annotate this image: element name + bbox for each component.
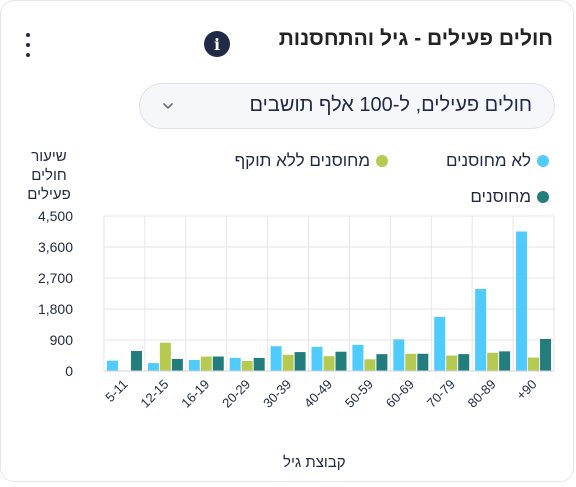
y-tick-label: 4,500 (38, 208, 73, 224)
bar-20-29-s1 (241, 361, 253, 371)
x-tick-label: 12-15 (137, 377, 171, 411)
bar-50-59-s0 (352, 344, 364, 371)
legend-swatch (376, 155, 388, 167)
x-tick-label: 40-49 (301, 377, 335, 411)
legend-item-vaccinated[interactable]: מחוסנים (470, 187, 549, 207)
x-axis-title: קבוצת גיל (283, 454, 346, 471)
legend-label: מחוסנים (470, 187, 531, 206)
bar-16-19-s1 (200, 356, 212, 371)
y-tick-label: 1,800 (38, 301, 73, 317)
legend-label: לא מחוסנים (445, 151, 531, 170)
bar-40-49-s0 (311, 346, 323, 371)
x-tick-label: 80-89 (465, 377, 499, 411)
bar-90+-s2 (540, 338, 552, 371)
info-icon[interactable]: i (204, 31, 230, 57)
y-tick-label: 0 (65, 363, 73, 379)
x-tick-label: 5-11 (102, 377, 130, 405)
x-tick-label: 70-79 (424, 377, 458, 411)
bar-80-89-s1 (487, 352, 499, 371)
legend-swatch (537, 155, 549, 167)
y-tick-label: 3,600 (38, 239, 73, 255)
bar-70-79-s0 (434, 316, 446, 371)
bar-60-69-s0 (393, 339, 405, 371)
y-tick-label: 900 (50, 332, 74, 348)
bar-90+-s1 (528, 357, 540, 371)
bar-12-15-s1 (159, 342, 171, 371)
bar-12-15-s0 (147, 363, 159, 371)
bar-70-79-s2 (458, 354, 470, 371)
bar-5-11-s2 (130, 351, 142, 371)
bar-30-39-s0 (270, 346, 282, 371)
legend-item-unvaccinated[interactable]: לא מחוסנים (446, 151, 549, 171)
x-tick-label: 16-19 (178, 377, 212, 411)
legend-swatch (537, 191, 549, 203)
bar-70-79-s1 (446, 355, 458, 371)
chevron-down-icon (163, 103, 173, 109)
bar-60-69-s2 (417, 353, 429, 371)
bar-20-29-s0 (229, 357, 241, 371)
bar-50-59-s1 (364, 359, 376, 371)
bar-5-11-s0 (106, 360, 118, 371)
bar-40-49-s1 (323, 356, 335, 371)
bar-12-15-s2 (171, 358, 183, 371)
x-tick-label: 20-29 (219, 377, 253, 411)
x-tick-label: 60-69 (383, 377, 417, 411)
bar-30-39-s1 (282, 354, 294, 371)
y-axis-title: שיעור חולים פעילים (27, 148, 71, 203)
bar-60-69-s1 (405, 353, 417, 371)
bar-40-49-s2 (335, 351, 347, 371)
bar-16-19-s0 (188, 359, 200, 371)
bar-50-59-s2 (376, 354, 388, 371)
legend-item-expired[interactable]: מחוסנים ללא תוקף (235, 151, 388, 171)
bar-90+-s0 (516, 231, 528, 371)
y-tick-label: 2,700 (38, 270, 73, 286)
x-tick-label: 50-59 (342, 377, 376, 411)
bar-80-89-s0 (475, 289, 487, 371)
bar-30-39-s2 (294, 352, 306, 371)
legend-label: מחוסנים ללא תוקף (234, 151, 370, 170)
bar-20-29-s2 (253, 357, 265, 371)
bar-80-89-s2 (499, 351, 511, 371)
x-tick-label: +90 (513, 377, 539, 403)
kebab-menu-icon[interactable] (19, 33, 37, 57)
x-tick-label: 30-39 (260, 377, 294, 411)
dropdown-selected-value: חולים פעילים, ל-100 אלף תושבים (249, 94, 532, 116)
card-title: חולים פעילים - גיל והתחסנות (278, 27, 553, 50)
bar-16-19-s2 (212, 356, 224, 371)
metric-dropdown[interactable]: חולים פעילים, ל-100 אלף תושבים (139, 83, 555, 129)
